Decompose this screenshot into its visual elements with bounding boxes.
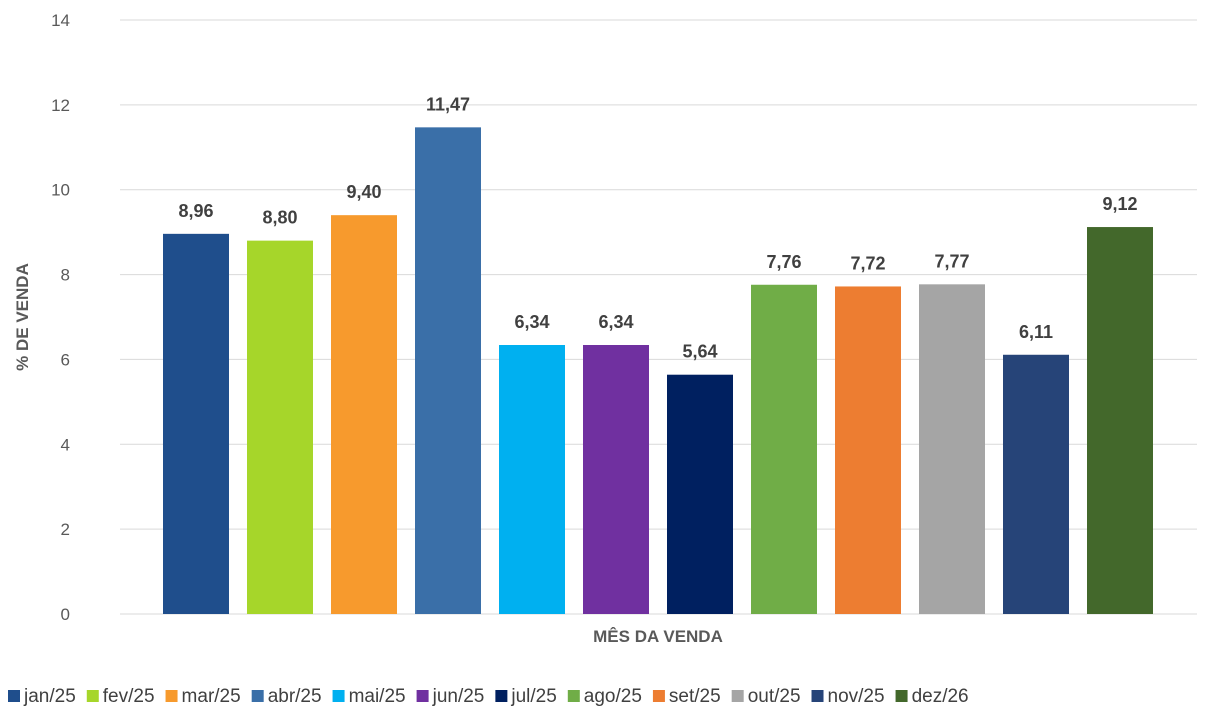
legend-swatch [895, 690, 908, 702]
y-tick-label: 0 [61, 605, 70, 624]
data-label: 7,77 [934, 251, 969, 271]
data-label: 8,80 [262, 208, 297, 228]
bar-jul-25 [667, 374, 733, 614]
bar-set-25 [835, 286, 901, 614]
legend-label: set/25 [669, 686, 721, 707]
y-tick-label: 8 [61, 266, 70, 285]
data-label: 7,76 [766, 252, 801, 272]
legend-label: mai/25 [349, 686, 406, 707]
bar-jan-25 [163, 233, 229, 614]
data-label: 6,11 [1019, 322, 1053, 342]
data-label: 11,47 [426, 94, 470, 114]
bars [163, 127, 1153, 614]
y-tick-label: 4 [61, 435, 70, 454]
y-tick-label: 2 [61, 520, 70, 539]
legend-swatch [731, 690, 744, 702]
legend-swatch [416, 690, 429, 702]
y-tick-label: 12 [51, 96, 70, 115]
bar-dez-26 [1087, 227, 1153, 614]
legend-swatch [251, 690, 264, 702]
legend-label: jan/25 [23, 686, 76, 707]
legend-label: fev/25 [103, 686, 155, 707]
y-axis-ticks: 0 2 4 6 8 10 12 14 [51, 11, 70, 624]
data-label: 5,64 [682, 342, 717, 362]
legend-label: nov/25 [828, 686, 885, 707]
legend-label: jun/25 [432, 686, 485, 707]
data-label: 6,34 [514, 312, 549, 332]
bar-out-25 [919, 284, 985, 614]
bar-mar-25 [331, 215, 397, 614]
y-tick-label: 6 [61, 350, 70, 369]
bar-mai-25 [499, 345, 565, 614]
legend-label: dez/26 [912, 686, 969, 707]
legend: jan/25 fev/25 mar/25 abr/25 mai/25 jun/25 jul/… [8, 686, 969, 707]
legend-swatch [811, 690, 824, 702]
legend-swatch [165, 690, 178, 702]
y-axis-title: % DE VENDA [13, 263, 32, 371]
bar-jun-25 [583, 345, 649, 614]
bar-abr-25 [415, 127, 481, 614]
legend-label: ago/25 [584, 686, 642, 707]
legend-swatch [652, 690, 665, 702]
y-tick-label: 10 [51, 181, 70, 200]
legend-swatch [567, 690, 580, 702]
legend-swatch [86, 690, 99, 702]
data-label: 6,34 [598, 312, 633, 332]
bar-fev-25 [247, 240, 313, 614]
legend-swatch [332, 690, 345, 702]
legend-label: abr/25 [268, 686, 322, 707]
bar-ago-25 [751, 284, 817, 614]
data-label: 8,96 [178, 201, 213, 221]
data-labels: 8,96 8,80 9,40 11,47 6,34 6,34 5,64 7,76 7,72 7,7… [178, 94, 1137, 361]
legend-label: jul/25 [510, 686, 556, 707]
legend-label: out/25 [748, 686, 801, 707]
legend-label: mar/25 [182, 686, 241, 707]
y-tick-label: 14 [51, 11, 70, 30]
x-axis-title: MÊS DA VENDA [593, 627, 723, 646]
legend-swatch [8, 690, 20, 702]
legend-swatch [495, 690, 508, 702]
data-label: 9,12 [1102, 194, 1137, 214]
data-label: 7,72 [850, 253, 885, 273]
bar-nov-25 [1003, 354, 1069, 614]
data-label: 9,40 [346, 182, 381, 202]
